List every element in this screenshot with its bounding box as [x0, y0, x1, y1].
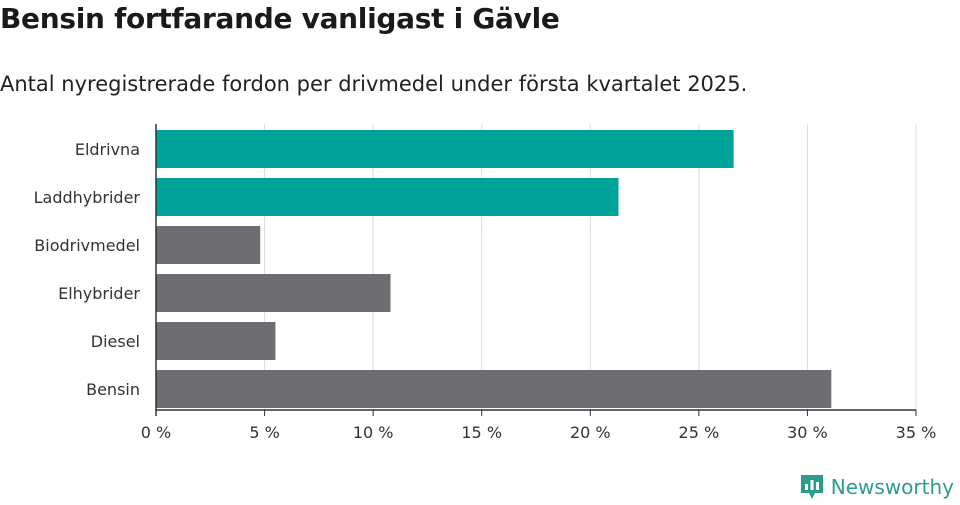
chart-title: Bensin fortfarande vanligast i Gävle — [0, 2, 560, 35]
x-tick-label: 30 % — [787, 423, 828, 442]
newsworthy-logo-text: Newsworthy — [830, 475, 954, 499]
bar-bensin — [156, 370, 832, 408]
category-label: Laddhybrider — [34, 188, 141, 207]
bar-chart: Eldrivna Laddhybrider Biodrivmedel Elhybrid… — [34, 124, 937, 442]
category-label: Diesel — [91, 332, 140, 351]
newsworthy-logo: Newsworthy — [799, 473, 954, 501]
x-tick-label: 10 % — [353, 423, 394, 442]
bar-laddhybrider — [156, 178, 619, 216]
category-label: Elhybrider — [58, 284, 140, 303]
bar-eldrivna — [156, 130, 734, 168]
x-tick-label: 0 % — [141, 423, 171, 442]
x-tick-label: 15 % — [461, 423, 502, 442]
x-tick-label: 20 % — [570, 423, 611, 442]
category-label: Bensin — [86, 380, 140, 399]
bar-biodrivmedel — [156, 226, 261, 264]
x-tick-label: 25 % — [679, 423, 720, 442]
x-tick-label: 35 % — [896, 423, 937, 442]
category-label: Biodrivmedel — [34, 236, 140, 255]
newsworthy-logo-icon — [800, 475, 823, 499]
category-label: Eldrivna — [75, 140, 140, 159]
bar-elhybrider — [156, 274, 391, 312]
bar-diesel — [156, 322, 276, 360]
chart-subtitle: Antal nyregistrerade fordon per drivmede… — [0, 72, 748, 96]
x-tick-label: 5 % — [249, 423, 279, 442]
